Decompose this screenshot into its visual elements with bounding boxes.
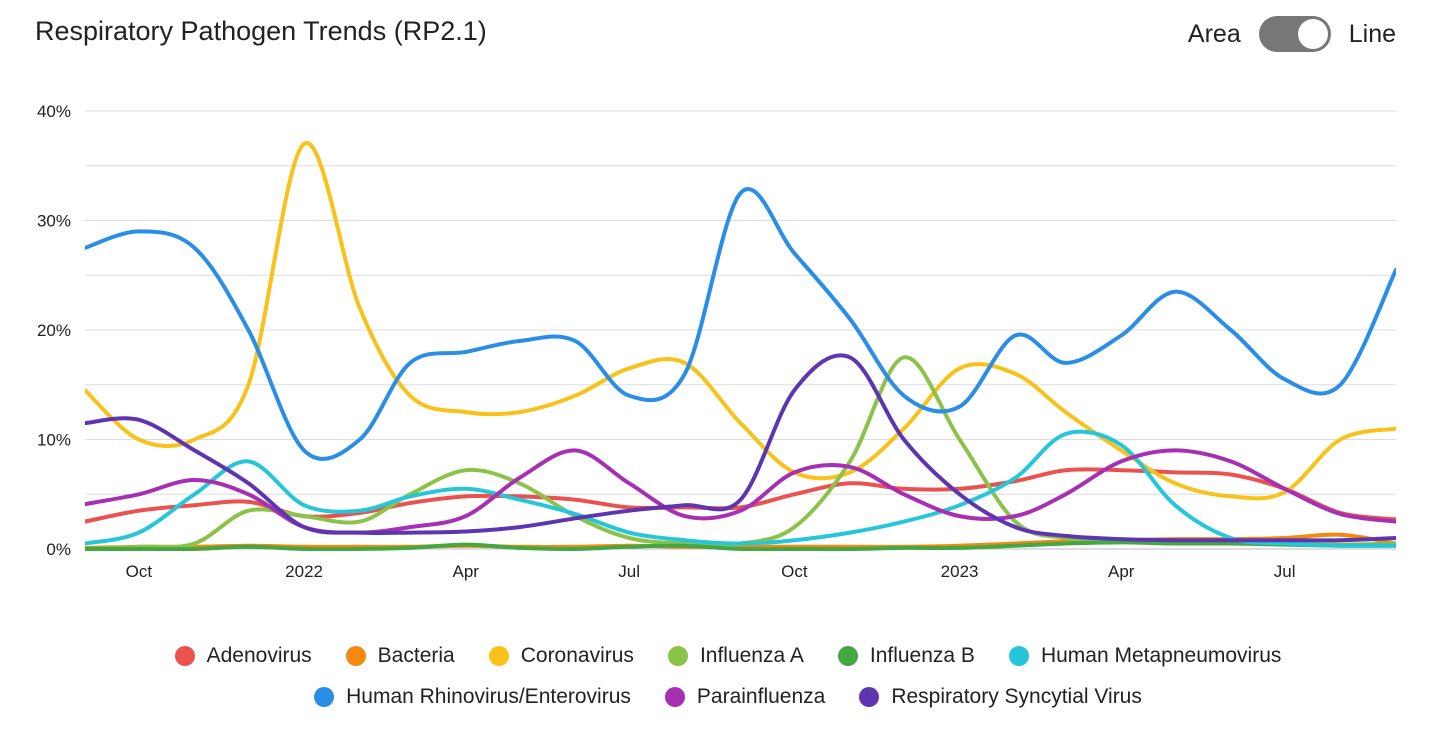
line-chart: 0% 10% 20% 30% 40% Oct 2022 Apr Jul Oct 2023 Apr Ju… <box>37 102 1396 581</box>
chart-legend: Adenovirus Bacteria Coronavirus Influenza A… <box>0 644 1456 726</box>
legend-item-coronavirus[interactable]: Coronavirus <box>488 644 634 668</box>
legend-swatch <box>314 687 335 707</box>
y-tick-label: 0% <box>46 540 71 559</box>
legend-label: Respiratory Syncytial Virus <box>891 685 1142 708</box>
legend-swatch <box>837 646 858 666</box>
y-tick-label: 20% <box>37 321 71 340</box>
legend-item-human-metapneumovirus[interactable]: Human Metapneumovirus <box>1008 644 1282 668</box>
x-tick-label: 2022 <box>285 562 323 581</box>
legend-item-adenovirus[interactable]: Adenovirus <box>174 644 312 668</box>
legend-label: Bacteria <box>377 644 455 667</box>
grid-lines <box>85 110 1396 550</box>
view-toggle-group: Area Line <box>1188 16 1396 52</box>
legend-item-human-rhinovirus-enterovirus[interactable]: Human Rhinovirus/Enterovirus <box>314 685 631 709</box>
legend-label: Human Rhinovirus/Enterovirus <box>346 685 631 708</box>
legend-item-influenza-b[interactable]: Influenza B <box>837 644 975 668</box>
series-line-human-metapneumovirus[interactable] <box>85 429 1396 548</box>
legend-item-influenza-a[interactable]: Influenza A <box>667 644 804 668</box>
toggle-label-area[interactable]: Area <box>1187 19 1241 48</box>
legend-item-respiratory-syncytial-virus[interactable]: Respiratory Syncytial Virus <box>859 685 1142 709</box>
legend-swatch <box>859 687 880 707</box>
legend-label: Coronavirus <box>520 644 634 667</box>
legend-item-bacteria[interactable]: Bacteria <box>345 644 455 668</box>
legend-label: Human Metapneumovirus <box>1040 644 1282 667</box>
legend-label: Influenza B <box>869 644 975 667</box>
x-axis: Oct 2022 Apr Jul Oct 2023 Apr Jul <box>126 562 1296 581</box>
area-line-toggle[interactable] <box>1258 16 1331 52</box>
legend-swatch <box>1008 646 1029 666</box>
series-line-coronavirus[interactable] <box>85 141 1396 501</box>
legend-row: Adenovirus Bacteria Coronavirus Influenza A… <box>0 644 1456 668</box>
chart-title: Respiratory Pathogen Trends (RP2.1) <box>35 16 487 46</box>
legend-swatch <box>488 646 509 666</box>
legend-swatch <box>174 646 195 666</box>
legend-label: Influenza A <box>699 644 804 667</box>
legend-swatch <box>664 687 685 707</box>
x-tick-label: Apr <box>452 562 479 581</box>
x-tick-label: Apr <box>1108 562 1135 581</box>
legend-label: Parainfluenza <box>696 685 826 708</box>
x-tick-label: 2023 <box>941 562 979 581</box>
y-tick-label: 10% <box>37 431 71 450</box>
y-axis: 0% 10% 20% 30% 40% <box>37 102 71 559</box>
legend-swatch <box>345 646 366 666</box>
legend-label: Adenovirus <box>206 644 312 667</box>
x-tick-label: Jul <box>618 562 640 581</box>
toggle-knob <box>1297 19 1328 49</box>
y-tick-label: 40% <box>37 102 71 121</box>
series-line-respiratory-syncytial-virus[interactable] <box>85 353 1396 543</box>
x-tick-label: Oct <box>781 562 808 581</box>
legend-swatch <box>667 646 688 666</box>
series-line-human-rhinovirus-enterovirus[interactable] <box>85 187 1396 461</box>
series-line-influenza-b[interactable] <box>85 540 1396 551</box>
x-tick-label: Oct <box>126 562 153 581</box>
legend-row: Human Rhinovirus/Enterovirus Parainfluenz… <box>0 685 1456 709</box>
legend-item-parainfluenza[interactable]: Parainfluenza <box>664 685 826 709</box>
x-tick-label: Jul <box>1274 562 1296 581</box>
y-tick-label: 30% <box>37 212 71 231</box>
toggle-label-line[interactable]: Line <box>1348 19 1396 48</box>
series-lines <box>85 141 1396 551</box>
